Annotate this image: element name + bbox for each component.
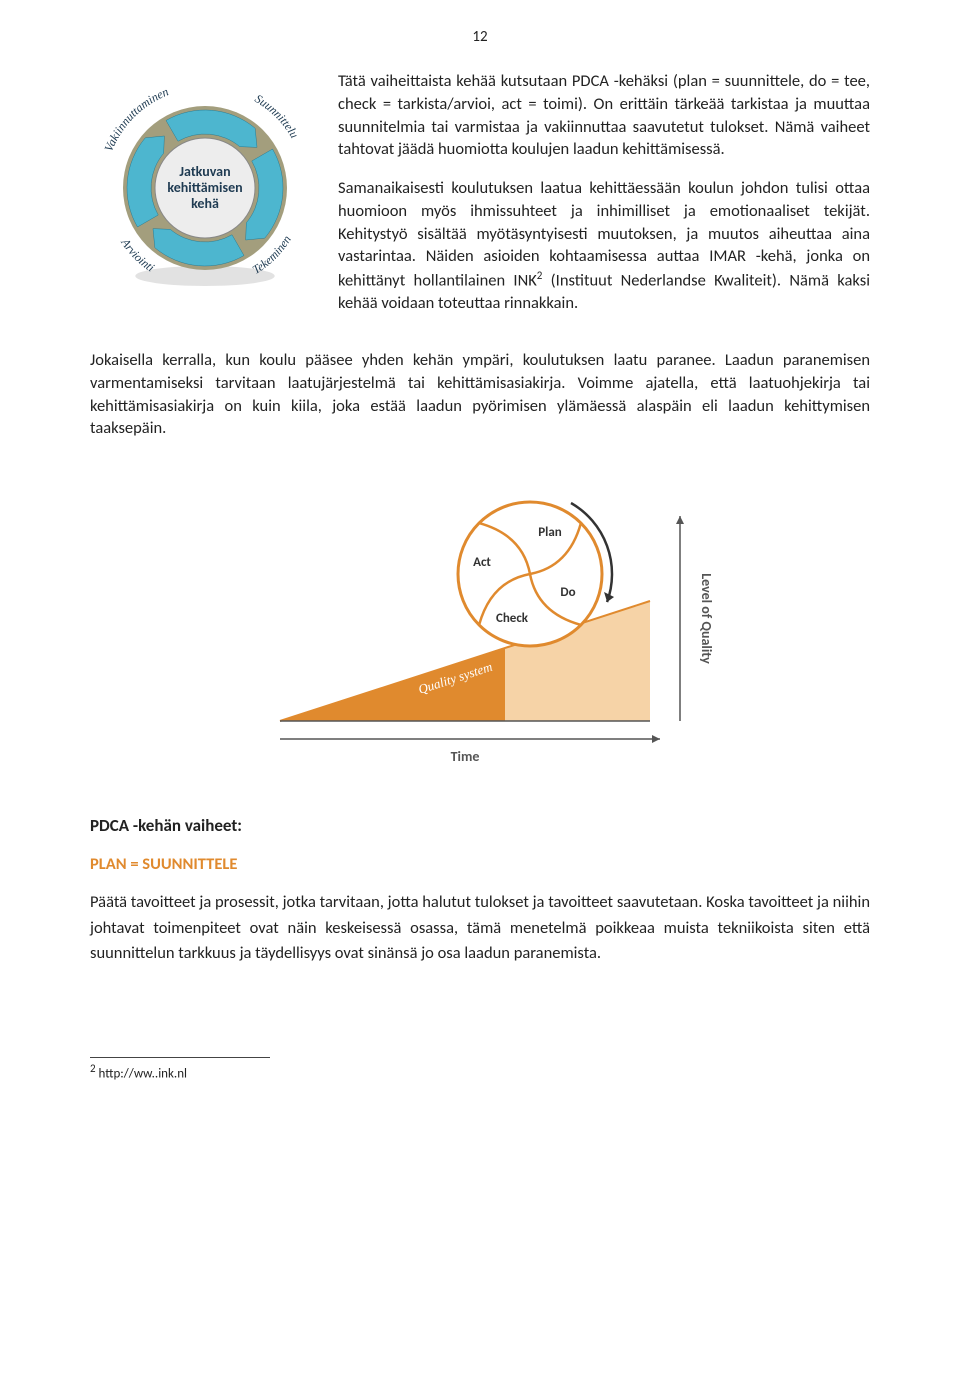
svg-text:kehittämisen: kehittämisen bbox=[167, 179, 242, 196]
pdca-cycle-diagram: JatkuvankehittämisenkehäVakiinnuttaminen… bbox=[90, 70, 320, 300]
footnote-text: http://ww..ink.nl bbox=[96, 1066, 187, 1081]
svg-text:Do: Do bbox=[560, 585, 575, 600]
quality-wedge-diagram: Quality systemPlanDoCheckActTimeLevel of… bbox=[230, 456, 730, 781]
svg-text:Level of Quality: Level of Quality bbox=[698, 573, 715, 664]
plan-heading: PLAN = SUUNNITTELE bbox=[90, 854, 870, 874]
svg-text:Jatkuvan: Jatkuvan bbox=[179, 163, 230, 180]
svg-text:kehä: kehä bbox=[191, 195, 219, 212]
svg-text:Act: Act bbox=[473, 555, 491, 570]
footnote: 2 http://ww..ink.nl bbox=[90, 1062, 870, 1081]
section-heading-pdca-phases: PDCA -kehän vaiheet: bbox=[90, 815, 870, 836]
footnote-separator bbox=[90, 1057, 270, 1058]
paragraph-2: Samanaikaisesti koulutuksen laatua kehit… bbox=[338, 177, 870, 315]
paragraph-1: Tätä vaiheittaista kehää kutsutaan PDCA … bbox=[338, 70, 870, 161]
paragraph-4: Päätä tavoitteet ja prosessit, jotka tar… bbox=[90, 890, 870, 967]
svg-text:Check: Check bbox=[496, 611, 529, 626]
svg-text:Time: Time bbox=[451, 748, 480, 765]
page-number: 12 bbox=[90, 28, 870, 46]
svg-text:Plan: Plan bbox=[538, 525, 562, 540]
paragraph-3: Jokaisella kerralla, kun koulu pääsee yh… bbox=[90, 349, 870, 440]
